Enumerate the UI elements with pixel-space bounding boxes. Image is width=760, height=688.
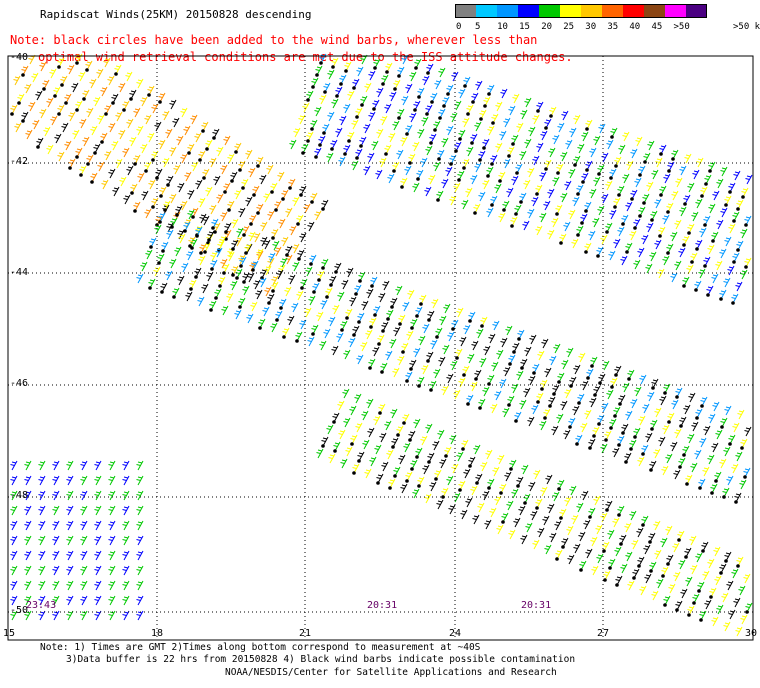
footer-note-1: Note: 1) Times are GMT 2)Times along bot… bbox=[40, 642, 481, 653]
lon-label: 24 bbox=[449, 628, 462, 639]
lon-gridlines bbox=[156, 56, 604, 640]
legend-swatch bbox=[602, 4, 623, 18]
lon-label: 27 bbox=[597, 628, 610, 639]
legend-border bbox=[455, 4, 707, 18]
legend-label: 30 bbox=[585, 22, 597, 32]
lat-label: -40 bbox=[10, 52, 29, 63]
legend-swatch bbox=[476, 4, 497, 18]
legend-label: 25 bbox=[563, 22, 575, 32]
lat-label: -44 bbox=[10, 267, 29, 278]
lat-label: -48 bbox=[10, 490, 29, 501]
lon-label: 15 bbox=[3, 628, 16, 639]
legend-label: 5 bbox=[475, 22, 481, 32]
map-frame bbox=[7, 55, 754, 641]
legend-label: 20 bbox=[541, 22, 553, 32]
footer-credit: NOAA/NESDIS/Center for Satellite Applica… bbox=[225, 667, 557, 678]
legend-label: 45 bbox=[651, 22, 663, 32]
legend-swatch bbox=[539, 4, 560, 18]
lat-label: -46 bbox=[10, 378, 29, 389]
legend-swatch bbox=[581, 4, 602, 18]
legend-swatch bbox=[686, 4, 707, 18]
legend-swatch bbox=[623, 4, 644, 18]
legend-swatch bbox=[665, 4, 686, 18]
footer-note-2: 3)Data buffer is 22 hrs from 20150828 4)… bbox=[66, 654, 576, 665]
legend-label: 15 bbox=[519, 22, 530, 32]
legend-swatch bbox=[497, 4, 518, 18]
legend-swatch bbox=[518, 4, 539, 18]
legend-label: >50 bbox=[673, 22, 690, 32]
lat-label: -50 bbox=[10, 605, 29, 616]
note-line-1: Note: black circles have been added to t… bbox=[10, 33, 538, 47]
pass-time-label: 23:43 bbox=[26, 600, 57, 611]
legend-swatch bbox=[455, 4, 476, 18]
legend-swatch bbox=[644, 4, 665, 18]
map-title: Rapidscat Winds(25KM) 20150828 descendin… bbox=[40, 8, 312, 21]
legend-label: 10 bbox=[497, 22, 508, 32]
wind-barbs bbox=[10, 53, 753, 637]
lon-label: 18 bbox=[151, 628, 164, 639]
lon-label: 30 bbox=[745, 628, 758, 639]
legend-swatch bbox=[560, 4, 581, 18]
lat-gridlines bbox=[8, 162, 753, 613]
lon-label: 21 bbox=[299, 628, 312, 639]
legend-units: >50 knots bbox=[733, 22, 760, 32]
pass-time-label: 20:31 bbox=[521, 600, 552, 611]
legend-label: 35 bbox=[607, 22, 619, 32]
lat-label: -42 bbox=[10, 156, 29, 167]
legend-label: 0 bbox=[456, 22, 462, 32]
legend-label: 40 bbox=[629, 22, 641, 32]
pass-time-label: 20:31 bbox=[367, 600, 398, 611]
